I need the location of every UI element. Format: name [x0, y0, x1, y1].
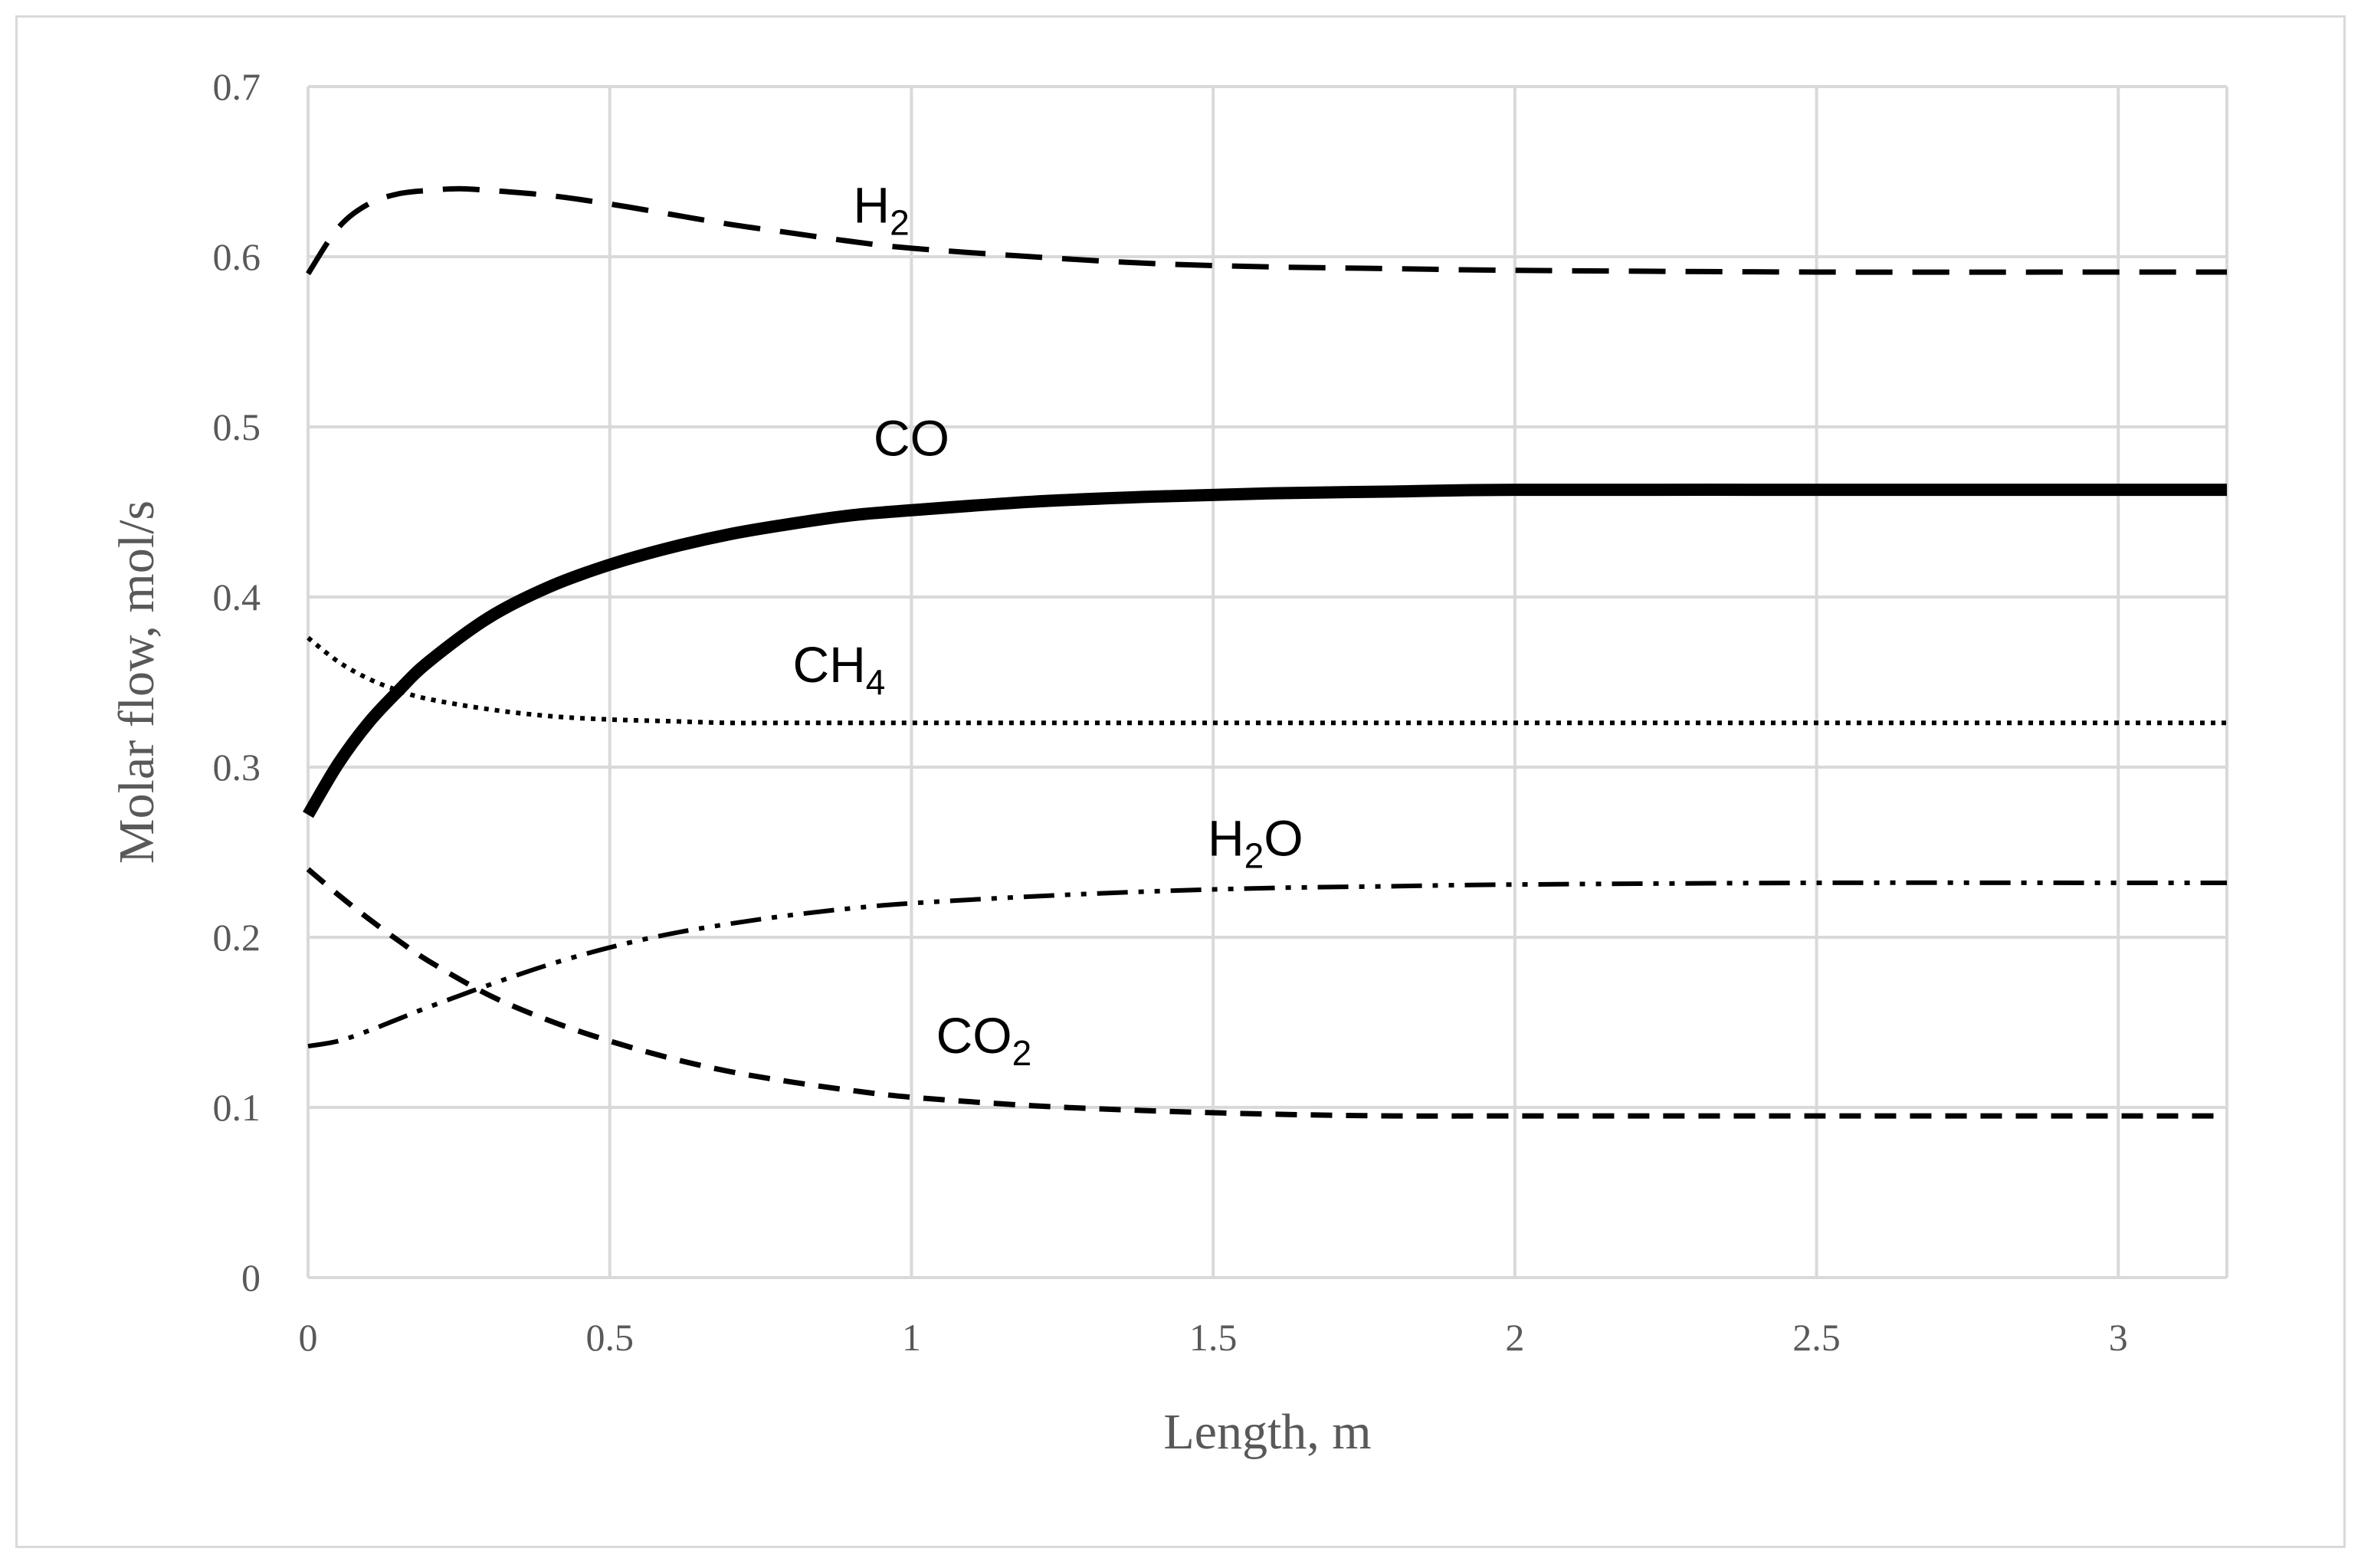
x-tick-label: 2.5: [1792, 1316, 1841, 1359]
series-labels: H2 CO CH4 H2O CO2: [792, 177, 1303, 1073]
y-tick-label: 0.6: [213, 235, 261, 278]
x-tick-label: 1: [902, 1316, 921, 1359]
y-tick-label: 0.5: [213, 405, 261, 448]
chart-frame: [15, 15, 2346, 1548]
y-tick-label: 0.1: [213, 1086, 261, 1129]
series-line-co: [303, 483, 2227, 818]
y-tick-label: 0.7: [213, 65, 261, 108]
x-tick-label: 0: [299, 1316, 318, 1359]
x-tick-label: 0.5: [585, 1316, 634, 1359]
series-lines: [303, 185, 2227, 1119]
series-label-co2: CO2: [936, 1007, 1032, 1073]
x-tick-label: 3: [2109, 1316, 2128, 1359]
series-label-ch4: CH4: [792, 636, 885, 702]
y-tick-label: 0.4: [213, 576, 261, 618]
series-label-co: CO: [874, 410, 949, 467]
y-axis-label: Molar flow, mol/s: [109, 500, 165, 864]
x-axis-label: Length, m: [1163, 1404, 1371, 1460]
tick-labels: 0 0.1 0.2 0.3 0.4 0.5 0.6 0.7 0 0.5 1 1.5 2 2.5 3: [213, 65, 2128, 1359]
series-line-co2: [306, 867, 2227, 1119]
series-line-h2: [306, 185, 2227, 276]
x-tick-label: 2: [1505, 1316, 1524, 1359]
series-line-ch4: [307, 635, 2227, 726]
series-label-h2o: H2O: [1208, 809, 1303, 875]
y-tick-label: 0.2: [213, 916, 261, 959]
y-tick-label: 0.3: [213, 746, 261, 789]
y-tick-label: 0: [241, 1256, 261, 1299]
series-line-h2o: [307, 880, 2227, 1049]
series-label-h2: H2: [853, 177, 909, 243]
grid: [307, 85, 2228, 1279]
x-tick-label: 1.5: [1189, 1316, 1238, 1359]
